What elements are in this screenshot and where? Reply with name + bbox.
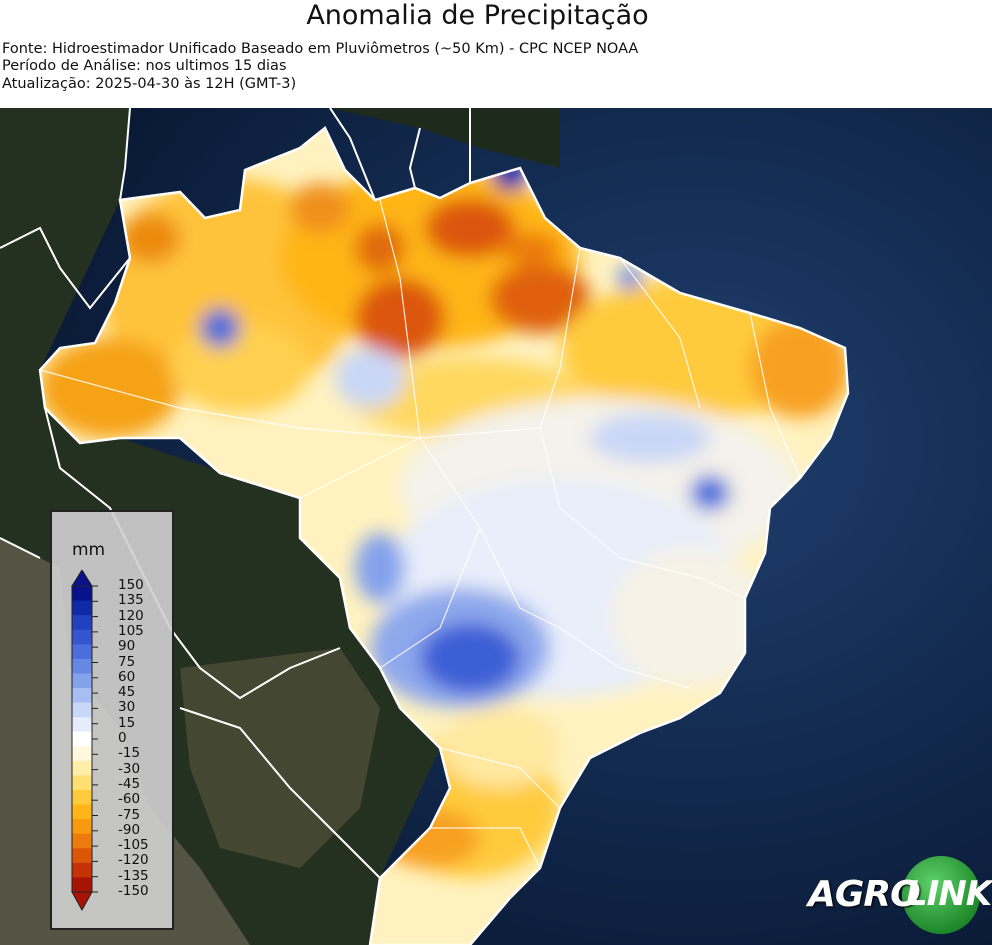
- legend-tick-label: -120: [118, 852, 149, 869]
- legend-tick-label: 75: [118, 653, 136, 670]
- agrolink-logo: AGRO LINK: [808, 856, 992, 936]
- legend-tick-label: 15: [118, 714, 136, 731]
- colorbar-swatch: [72, 644, 92, 660]
- legend-tick-label: 0: [118, 730, 127, 746]
- colorbar-swatch: [72, 804, 92, 820]
- colorbar-swatch: [72, 731, 92, 747]
- source-line: Fonte: Hidroestimador Unificado Baseado …: [2, 41, 639, 57]
- colorbar-swatch: [72, 615, 92, 631]
- logo-text-agro: AGRO: [808, 874, 921, 915]
- colorbar-swatch: [72, 629, 92, 645]
- legend-tick-label: -75: [118, 806, 141, 823]
- colorbar-swatch: [72, 848, 92, 864]
- colorbar-top-arrow: [71, 570, 93, 587]
- colorbar-swatch: [72, 717, 92, 733]
- colorbar-swatch: [72, 833, 92, 849]
- colorbar-swatch: [72, 877, 92, 893]
- colorbar-swatch: [72, 775, 92, 791]
- legend-tick-label: 30: [118, 699, 136, 716]
- colorbar-swatch: [72, 790, 92, 806]
- color-legend: mm 150 135 120 105 90 75 60 45 30 15 0 -15 -30 -45 -60…: [50, 510, 174, 930]
- colorbar-swatch: [72, 862, 92, 878]
- state-borders: [39, 199, 801, 869]
- period-line: Período de Análise: nos ultimos 15 dias: [2, 58, 287, 74]
- colorbar-swatch: [72, 600, 92, 616]
- legend-tick-label: 120: [118, 607, 144, 624]
- logo-text-link: LINK: [906, 874, 992, 914]
- colorbar-swatch: [72, 673, 92, 689]
- legend-tick-label: 135: [118, 592, 144, 609]
- legend-tick-label: 45: [118, 684, 136, 701]
- colorbar-bottom-arrow: [71, 891, 93, 912]
- colorbar-swatch: [72, 688, 92, 704]
- legend-tick-label: -90: [118, 821, 141, 838]
- legend-unit: mm: [72, 540, 106, 560]
- colorbar-swatch: [72, 658, 92, 674]
- colorbar-swatch: [72, 760, 92, 776]
- legend-tick-label: -135: [118, 867, 149, 884]
- legend-tick-label: -105: [118, 837, 149, 854]
- legend-tick-label: 90: [118, 638, 136, 655]
- legend-tick-label: -150: [118, 883, 149, 899]
- colorbar-swatch: [72, 746, 92, 762]
- legend-tick-label: -30: [118, 760, 141, 777]
- legend-tick-label: -15: [118, 745, 141, 762]
- legend-tick-label: 150: [118, 577, 144, 593]
- legend-tick-label: -60: [118, 791, 141, 808]
- colorbar: [71, 570, 98, 912]
- chaco-region: [180, 648, 380, 868]
- legend-tick-label: 60: [118, 668, 136, 685]
- colorbar-swatch: [72, 819, 92, 835]
- colorbar-swatch: [72, 702, 92, 718]
- legend-tick-label: 105: [118, 622, 144, 639]
- northern-landmass: [0, 108, 560, 168]
- precipitation-anomaly-map: mm 150 135 120 105 90 75 60 45 30 15 0 -15 -30 -45 -60…: [0, 108, 992, 945]
- logo-globe: [902, 856, 980, 934]
- map-title: Anomalia de Precipitação: [306, 0, 649, 31]
- colorbar-swatch: [72, 586, 92, 602]
- updated-line: Atualização: 2025-04-30 às 12H (GMT-3): [2, 76, 297, 92]
- legend-tick-label: -45: [118, 775, 141, 792]
